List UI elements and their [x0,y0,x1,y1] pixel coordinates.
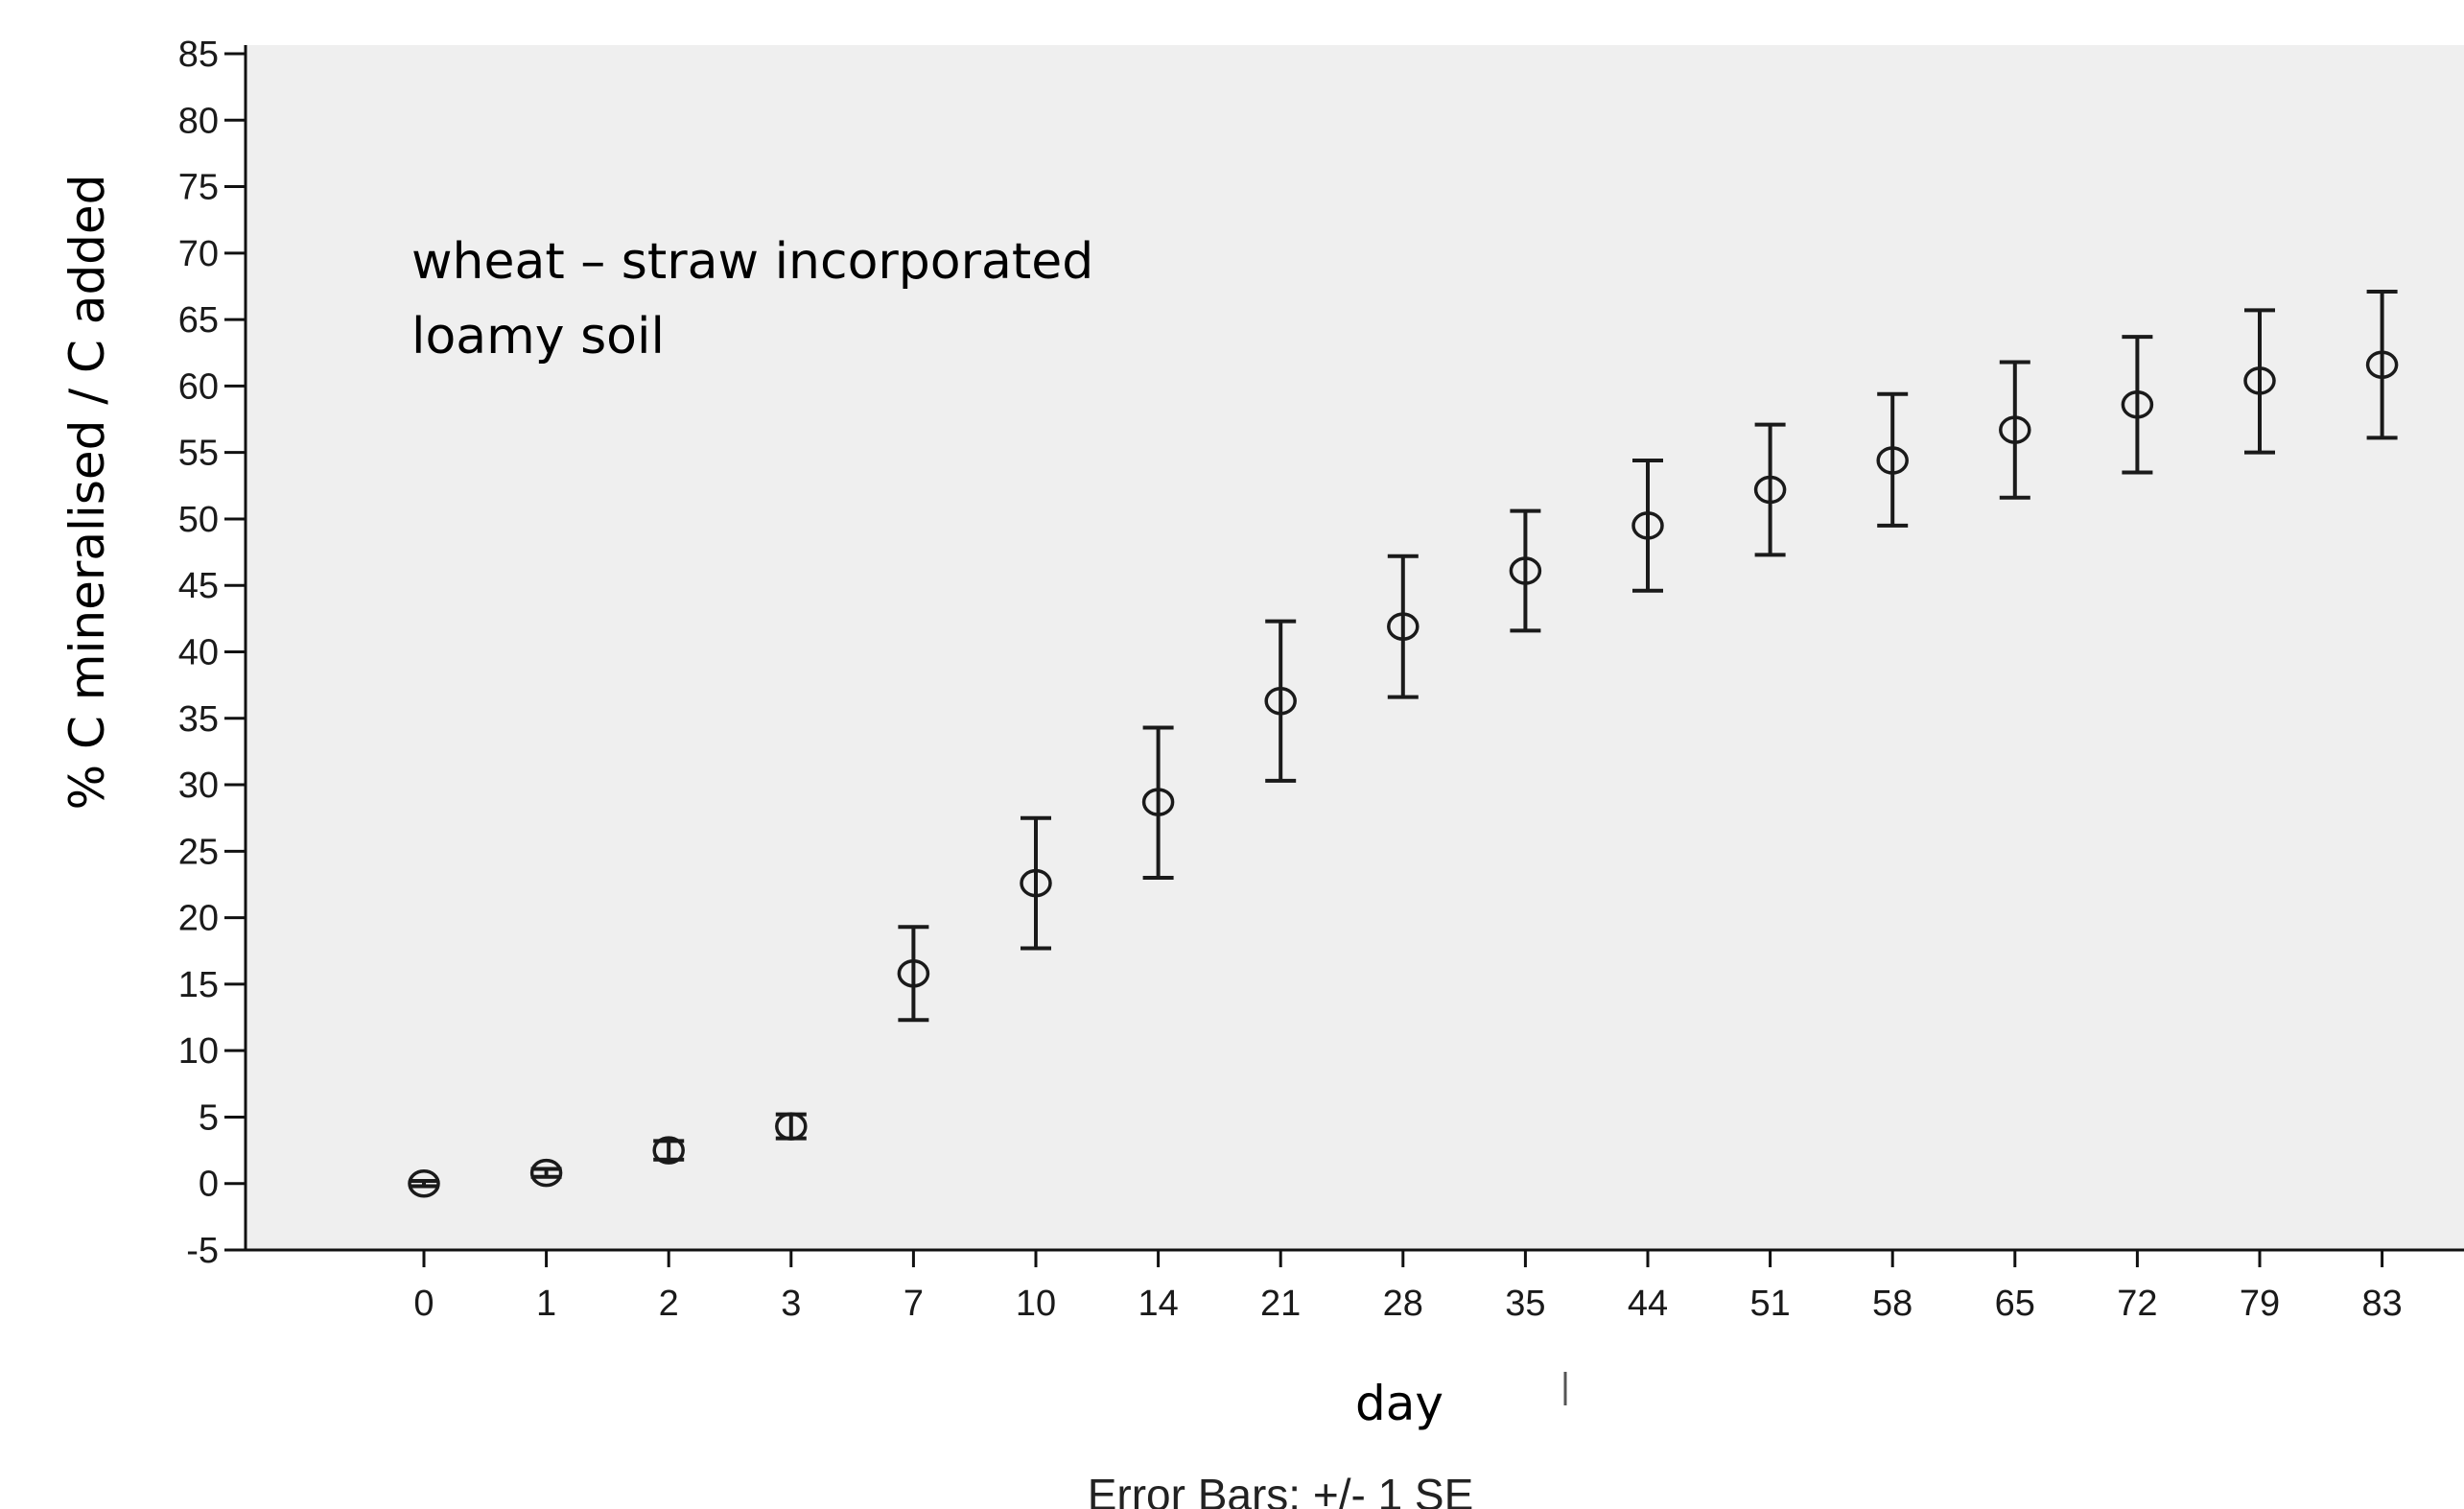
error-bar [2366,290,2398,440]
y-tick-label: 15 [178,965,219,1005]
x-tick-label: 44 [1628,1284,1668,1324]
x-tick-label: 72 [2117,1284,2157,1324]
annotation-line-1: wheat – straw incorporated [411,233,1093,291]
plot-area [246,45,2464,1250]
data-point [1020,868,1052,898]
x-tick-label: 79 [2240,1284,2280,1324]
x-tick-label: 65 [1995,1284,2035,1324]
x-tick-label: 0 [413,1284,434,1324]
data-point [2121,390,2154,419]
data-point [1141,788,1175,816]
y-tick-label: 70 [178,234,219,274]
y-tick-label: 50 [178,500,219,540]
error-bars [409,290,2398,1189]
y-tick-label: 60 [178,366,219,407]
data-point [1264,687,1297,716]
x-tick-label: 7 [903,1284,924,1324]
y-tick-label: 20 [178,899,219,939]
error-bar [530,1167,562,1179]
annotation-line-2: loamy soil [411,308,665,365]
x-tick-label: 28 [1383,1284,1423,1324]
data-point [1387,612,1420,641]
y-tick-label: 65 [178,300,219,341]
y-tick-label: 25 [178,832,219,872]
error-bars-note: Error Bars: +/- 1 SE [1088,1470,1474,1509]
data-point [1753,475,1787,505]
error-bar [1632,458,1663,593]
y-tick-label: 45 [178,566,219,606]
y-tick-label: 80 [178,101,219,141]
y-tick-label: 30 [178,766,219,806]
error-bar [409,1178,439,1189]
data-point [2365,350,2399,379]
y-tick-label: 75 [178,168,219,208]
x-axis-ticks: 0 1 2 3 7 10 14 21 28 35 44 51 58 65 72 79 83 [413,1250,2403,1324]
y-tick-label: 35 [178,699,219,740]
x-tick-label: 10 [1016,1284,1056,1324]
data-point [1999,415,2031,444]
x-axis-title: day [1355,1376,1443,1431]
x-tick-label: 14 [1138,1284,1178,1324]
error-bar [1999,360,2030,500]
data-markers [408,350,2399,1198]
error-bar [1510,508,1541,633]
error-bar [2122,335,2153,475]
data-point [2243,366,2276,395]
error-bar [1265,619,1297,783]
error-bar [1142,725,1174,881]
error-bar [2244,308,2275,455]
y-tick-label: 10 [178,1031,219,1072]
data-point [1876,446,1909,475]
data-point [652,1136,685,1165]
data-point [1509,556,1542,585]
error-bar [1021,815,1051,951]
y-tick-label: 5 [199,1097,219,1138]
y-tick-label: 40 [178,633,219,673]
data-point [897,959,930,988]
x-tick-label: 58 [1872,1284,1913,1324]
error-bar [1877,391,1909,528]
y-axis-ticks: -5 0 5 10 15 20 25 30 35 40 45 50 55 60 65 70 75 80 85 [178,35,246,1271]
y-tick-label: 0 [199,1165,219,1205]
x-tick-label: 2 [659,1284,679,1324]
data-point [408,1168,440,1198]
x-tick-label: 35 [1505,1284,1545,1324]
data-point [1631,511,1664,540]
x-tick-label: 21 [1260,1284,1301,1324]
data-point [529,1158,563,1188]
y-tick-label: 85 [178,35,219,75]
error-bar [1387,554,1419,699]
y-tick-label: 55 [178,434,219,474]
error-bar [1754,422,1786,557]
y-axis-title: % C mineralised / C added [59,175,115,811]
x-tick-label: 83 [2361,1284,2402,1324]
y-tick-label: -5 [186,1231,219,1271]
error-bar [898,925,929,1023]
data-point [775,1112,808,1141]
x-tick-label: 1 [536,1284,556,1324]
x-tick-label: 51 [1749,1284,1790,1324]
x-tick-label: 3 [781,1284,801,1324]
